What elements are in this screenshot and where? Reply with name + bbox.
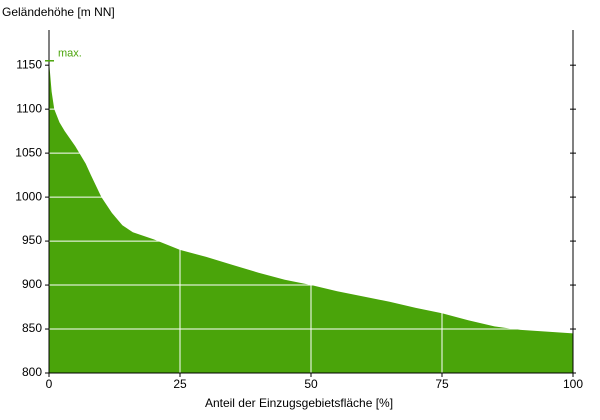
y-tick-label: 900 [22, 277, 42, 291]
x-tick-label: 75 [435, 377, 449, 391]
x-tick-label: 100 [563, 377, 583, 391]
y-tick-label: 850 [22, 321, 42, 335]
y-tick-label: 1050 [15, 145, 42, 159]
y-tick-label: 1000 [15, 189, 42, 203]
y-axis-title: Geländehöhe [m NN] [2, 5, 115, 19]
max-label: max. [58, 48, 82, 60]
y-tick-label: 950 [22, 233, 42, 247]
y-tick-label: 1100 [16, 101, 42, 115]
x-tick-label: 0 [46, 377, 53, 391]
y-tick-label: 800 [22, 365, 42, 379]
y-tick-label: 1150 [16, 57, 42, 71]
x-axis-title: Anteil der Einzugsgebietsfläche [%] [205, 396, 393, 410]
x-tick-label: 25 [173, 377, 187, 391]
x-tick-label: 50 [304, 377, 318, 391]
